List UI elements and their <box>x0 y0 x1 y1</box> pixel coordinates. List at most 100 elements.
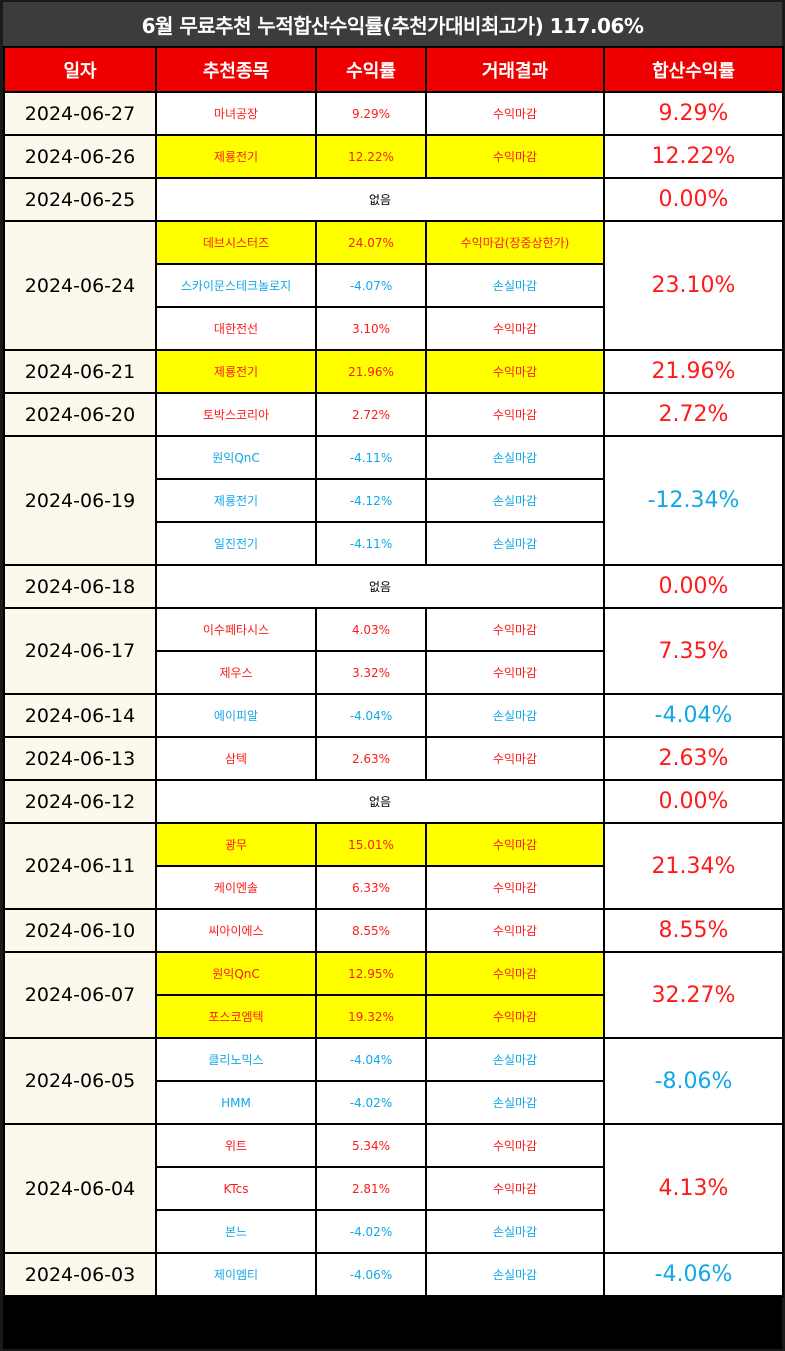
stock-return-cell: 15.01% <box>315 822 427 867</box>
trade-result-cell: 수익마감(장중상한가) <box>425 220 605 265</box>
table-row: 스카이문스테크놀로지 -4.07% 손실마감 <box>4 263 783 308</box>
table-row: 포스코엠텍 19.32% 수익마감 <box>4 994 783 1039</box>
stock-name-cell: 위트 <box>155 1123 317 1168</box>
trade-result-cell: 손실마감 <box>425 263 605 308</box>
trade-result-cell: 수익마감 <box>425 392 605 437</box>
stock-return-cell: -4.04% <box>315 693 427 738</box>
stock-return-cell: -4.11% <box>315 435 427 480</box>
total-return-cell: 7.35% <box>603 607 784 695</box>
stock-name-cell: 일진전기 <box>155 521 317 566</box>
stock-name-cell: 원익QnC <box>155 951 317 996</box>
date-cell: 2024-06-11 <box>3 822 157 910</box>
total-return-cell: -4.04% <box>603 693 784 738</box>
stock-return-cell: 2.81% <box>315 1166 427 1211</box>
trade-result-cell: 수익마감 <box>425 91 605 136</box>
date-cell: 2024-06-03 <box>3 1252 157 1297</box>
stock-return-cell: 8.55% <box>315 908 427 953</box>
date-cell: 2024-06-04 <box>3 1123 157 1254</box>
stock-name-cell: 클리노믹스 <box>155 1037 317 1082</box>
total-return-cell: 12.22% <box>603 134 784 179</box>
header-result: 거래결과 <box>425 46 605 93</box>
stock-return-cell: -4.12% <box>315 478 427 523</box>
stock-name-cell: 제룡전기 <box>155 478 317 523</box>
trade-result-cell: 손실마감 <box>425 1080 605 1125</box>
table-row: 대한전선 3.10% 수익마감 <box>4 306 783 351</box>
stock-name-cell: 스카이문스테크놀로지 <box>155 263 317 308</box>
total-return-cell: 4.13% <box>603 1123 784 1254</box>
total-return-cell: 2.63% <box>603 736 784 781</box>
no-recommendation-cell: 없음 <box>155 564 605 609</box>
stock-return-cell: 4.03% <box>315 607 427 652</box>
stock-return-cell: 5.34% <box>315 1123 427 1168</box>
header-return: 수익률 <box>315 46 427 93</box>
stock-return-cell: 21.96% <box>315 349 427 394</box>
stock-return-cell: 9.29% <box>315 91 427 136</box>
stock-return-cell: 2.63% <box>315 736 427 781</box>
trade-result-cell: 수익마감 <box>425 736 605 781</box>
table-row: 제룡전기 -4.12% 손실마감 <box>4 478 783 523</box>
stock-return-cell: 3.10% <box>315 306 427 351</box>
stock-name-cell: HMM <box>155 1080 317 1125</box>
stock-return-cell: 6.33% <box>315 865 427 910</box>
trade-result-cell: 수익마감 <box>425 1166 605 1211</box>
trade-result-cell: 수익마감 <box>425 908 605 953</box>
total-return-cell: 2.72% <box>603 392 784 437</box>
date-cell: 2024-06-10 <box>3 908 157 953</box>
stock-return-cell: 12.95% <box>315 951 427 996</box>
stock-return-cell: -4.11% <box>315 521 427 566</box>
stock-return-cell: -4.06% <box>315 1252 427 1297</box>
stock-return-cell: 2.72% <box>315 392 427 437</box>
date-cell: 2024-06-21 <box>3 349 157 394</box>
table-row: 케이엔솔 6.33% 수익마감 <box>4 865 783 910</box>
table-row: HMM -4.02% 손실마감 <box>4 1080 783 1125</box>
table-row: 일진전기 -4.11% 손실마감 <box>4 521 783 566</box>
stock-name-cell: 대한전선 <box>155 306 317 351</box>
table-row: 제우스 3.32% 수익마감 <box>4 650 783 695</box>
date-cell: 2024-06-05 <box>3 1037 157 1125</box>
table-row: 2024-06-21 제룡전기 21.96% 수익마감 21.96% <box>3 349 784 394</box>
total-return-cell: 32.27% <box>603 951 784 1039</box>
table-row: 2024-06-13 삼텍 2.63% 수익마감 2.63% <box>3 736 784 781</box>
total-return-cell: 8.55% <box>603 908 784 953</box>
no-recommendation-cell: 없음 <box>155 779 605 824</box>
trade-result-cell: 손실마감 <box>425 1209 605 1254</box>
date-cell: 2024-06-13 <box>3 736 157 781</box>
returns-table: 일자 추천종목 수익률 거래결과 합산수익률 2024-06-27 마녀공장 9.2… <box>3 46 784 1297</box>
trade-result-cell: 손실마감 <box>425 435 605 480</box>
no-recommendation-cell: 없음 <box>155 177 605 222</box>
total-return-cell: 0.00% <box>603 564 784 609</box>
stock-name-cell: 마녀공장 <box>155 91 317 136</box>
total-return-cell: 21.96% <box>603 349 784 394</box>
stock-name-cell: 원익QnC <box>155 435 317 480</box>
stock-name-cell: 본느 <box>155 1209 317 1254</box>
table-row: 2024-06-12 없음 0.00% <box>3 779 784 824</box>
header-stock: 추천종목 <box>155 46 317 93</box>
stock-name-cell: KTcs <box>155 1166 317 1211</box>
trade-result-cell: 수익마감 <box>425 306 605 351</box>
trade-result-cell: 수익마감 <box>425 607 605 652</box>
total-return-cell: 0.00% <box>603 177 784 222</box>
stock-return-cell: 3.32% <box>315 650 427 695</box>
stock-name-cell: 씨아이에스 <box>155 908 317 953</box>
stock-return-cell: -4.04% <box>315 1037 427 1082</box>
date-cell: 2024-06-07 <box>3 951 157 1039</box>
table-row: 2024-06-10 씨아이에스 8.55% 수익마감 8.55% <box>3 908 784 953</box>
stock-name-cell: 포스코엠텍 <box>155 994 317 1039</box>
total-return-cell: -4.06% <box>603 1252 784 1297</box>
total-return-cell: 23.10% <box>603 220 784 351</box>
table-row: 2024-06-18 없음 0.00% <box>3 564 784 609</box>
date-cell: 2024-06-20 <box>3 392 157 437</box>
table-row: 2024-06-04 위트 5.34% 수익마감 4.13% <box>3 1123 784 1254</box>
date-cell: 2024-06-18 <box>3 564 157 609</box>
table-row: 2024-06-26 제룡전기 12.22% 수익마감 12.22% <box>3 134 784 179</box>
date-cell: 2024-06-19 <box>3 435 157 566</box>
stock-name-cell: 삼텍 <box>155 736 317 781</box>
table-row: 2024-06-05 클리노믹스 -4.04% 손실마감 -8.06% <box>3 1037 784 1125</box>
trade-result-cell: 수익마감 <box>425 650 605 695</box>
date-cell: 2024-06-14 <box>3 693 157 738</box>
stock-name-cell: 이수페타시스 <box>155 607 317 652</box>
date-cell: 2024-06-27 <box>3 91 157 136</box>
date-cell: 2024-06-17 <box>3 607 157 695</box>
stock-name-cell: 케이엔솔 <box>155 865 317 910</box>
date-cell: 2024-06-12 <box>3 779 157 824</box>
